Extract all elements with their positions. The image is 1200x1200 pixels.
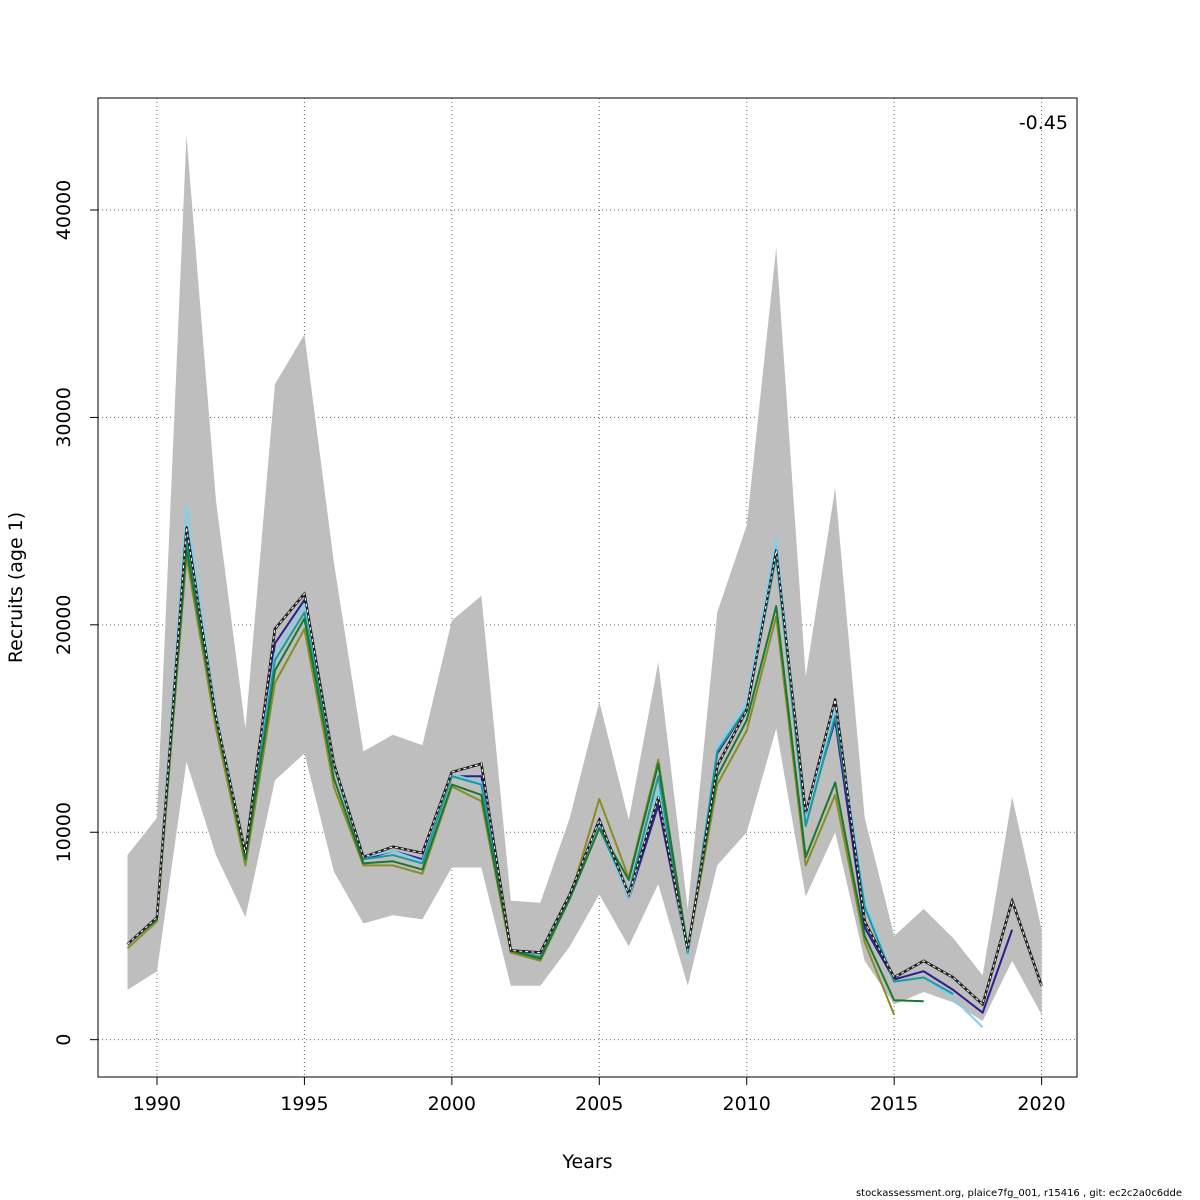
estimate-line-dash: [127, 527, 1043, 1006]
x-tick-label: 1995: [280, 1093, 328, 1115]
corner-annotation: -0.45: [1019, 112, 1068, 134]
confidence-band-area: [127, 135, 1042, 1021]
series-line: [126, 547, 924, 1003]
series-lines: [126, 505, 1043, 1028]
x-tick-label: 2020: [1017, 1093, 1065, 1115]
y-tick-label: 0: [53, 1034, 75, 1046]
x-tick-label: 2005: [575, 1093, 623, 1115]
x-tick-label: 2000: [428, 1093, 476, 1115]
y-tick-label: 20000: [53, 595, 75, 655]
y-tick-label: 30000: [53, 387, 75, 447]
x-tick-label: 1990: [133, 1093, 181, 1115]
y-tick-label: 10000: [53, 802, 75, 862]
x-tick-label: 2010: [723, 1093, 771, 1115]
x-axis-title: Years: [561, 1151, 612, 1173]
plot-frame: [97, 97, 1078, 1078]
x-axis: 1990 1995 2000 2005 2010 2015 2020: [133, 1077, 1066, 1115]
y-axis-title: Recruits (age 1): [5, 512, 27, 663]
confidence-band: [127, 135, 1042, 1021]
y-tick-label: 40000: [53, 180, 75, 240]
y-axis: 0 10000 20000 30000 40000: [53, 180, 98, 1046]
series-line: [126, 555, 896, 1016]
footer-credit: stockassessment.org, plaice7fg_001, r154…: [855, 1188, 1182, 1199]
x-tick-label: 2015: [870, 1093, 918, 1115]
